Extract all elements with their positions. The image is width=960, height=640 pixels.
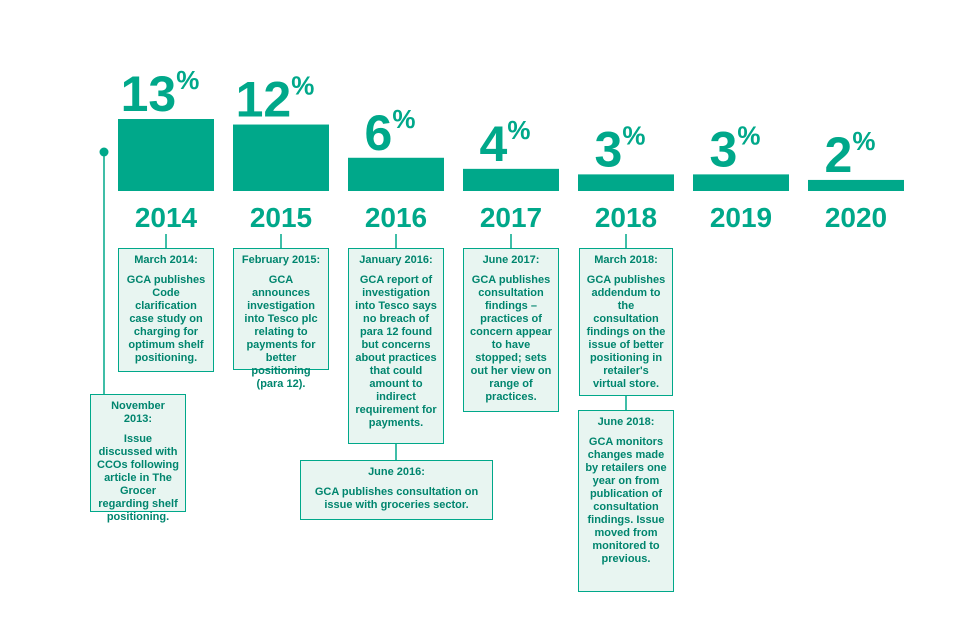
timeline-box-text: GCA publishes consultation on issue with… [314, 486, 479, 511]
timeline-box-heading: February 2015: [241, 254, 321, 266]
value-label-2019: 3% [710, 120, 761, 177]
timeline-box-heading: June 2017: [482, 254, 540, 266]
timeline-box-text: GCA monitors changes made by retailers o… [585, 436, 667, 565]
timeline-box-text: GCA publishes Code clarification case st… [126, 274, 206, 364]
bar-2014 [118, 119, 214, 191]
year-label-group: 2014 2015 2016 2017 2018 2019 2020 [135, 202, 887, 233]
year-label-2020: 2020 [825, 202, 887, 233]
timeline-box-text: Issue discussed with CCOs following arti… [97, 433, 179, 523]
bar-2020 [808, 179, 904, 191]
timeline-box-heading: November 2013: [111, 400, 165, 425]
year-label-2017: 2017 [480, 202, 542, 233]
timeline-box-heading: March 2018: [594, 254, 658, 266]
timeline-box-mar-2018: March 2018: GCA publishes addendum to th… [579, 248, 673, 396]
timeline-box-jun-2017: June 2017: GCA publishes consultation fi… [463, 248, 559, 412]
timeline-box-text: GCA report of investigation into Tesco s… [355, 274, 437, 429]
value-label-2020: 2% [825, 126, 876, 183]
value-label-2015: 12% [236, 71, 315, 128]
timeline-box-jun-2018: June 2018: GCA monitors changes made by … [578, 410, 674, 592]
bar-2019 [693, 174, 789, 191]
year-label-2015: 2015 [250, 202, 312, 233]
timeline-box-heading: March 2014: [134, 254, 198, 266]
bar-2015 [233, 124, 329, 191]
bar-group [118, 119, 904, 191]
year-label-2018: 2018 [595, 202, 657, 233]
year-label-2019: 2019 [710, 202, 772, 233]
timeline-box-text: GCA publishes consultation findings – pr… [470, 274, 552, 403]
value-label-2018: 3% [595, 120, 646, 177]
value-label-group: 13% 12% 6% 4% 3% 3% 2% [121, 65, 876, 183]
bar-2018 [578, 174, 674, 191]
timeline-box-jan-2016: January 2016: GCA report of investigatio… [348, 248, 444, 444]
bar-2017 [463, 168, 559, 191]
timeline-box-nov-2013: November 2013: Issue discussed with CCOs… [90, 394, 186, 523]
bar-2016 [348, 157, 444, 191]
value-label-2014: 13% [121, 65, 200, 122]
timeline-box-jun-2016: June 2016: GCA publishes consultation on… [300, 460, 493, 520]
timeline-box-heading: January 2016: [359, 254, 433, 266]
year-label-2014: 2014 [135, 202, 198, 233]
value-label-2017: 4% [480, 115, 531, 172]
timeline-start-dot [99, 147, 109, 157]
year-label-2016: 2016 [365, 202, 427, 233]
timeline-box-heading: June 2018: [597, 416, 655, 428]
timeline-box-feb-2015: February 2015: GCA announces investigati… [233, 248, 329, 390]
timeline-box-text: GCA announces investigation into Tesco p… [244, 274, 318, 390]
timeline-box-mar-2014: March 2014: GCA publishes Code clarifica… [118, 248, 214, 372]
timeline-box-heading: June 2016: [368, 466, 425, 478]
connector-lines [99, 147, 627, 460]
timeline-box-text: GCA publishes addendum to the consultati… [586, 274, 666, 390]
value-label-2016: 6% [365, 104, 416, 161]
